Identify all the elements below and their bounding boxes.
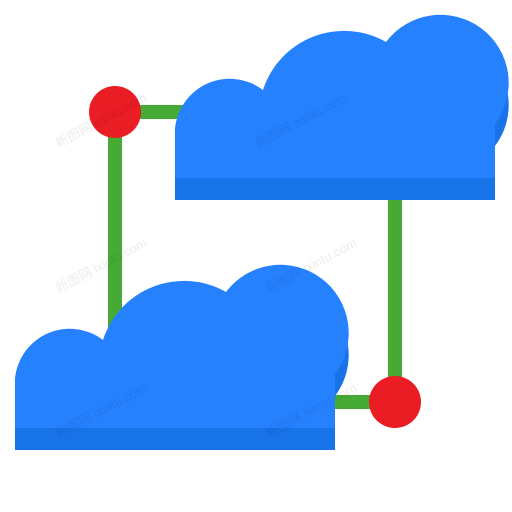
cloud-icon: [175, 15, 509, 178]
cloud-icon: [15, 265, 349, 428]
network-node: [369, 376, 421, 428]
network-node: [89, 86, 141, 138]
cloud-extrude: [175, 178, 495, 200]
cloud-network-diagram: [0, 0, 512, 512]
cloud-extrude: [15, 428, 335, 450]
